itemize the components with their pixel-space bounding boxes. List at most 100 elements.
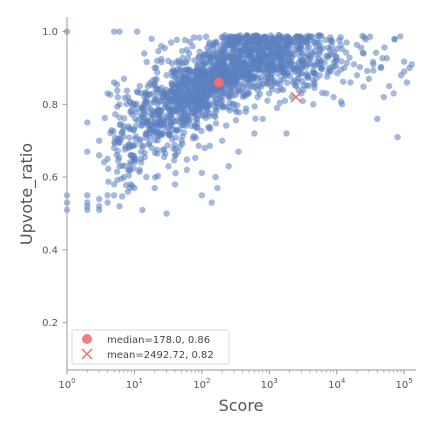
scatter-point-28 [120, 75, 128, 83]
scatter-point [118, 162, 126, 169]
scatter-point [176, 66, 184, 73]
scatter-point [152, 95, 160, 103]
scatter-point [311, 84, 318, 91]
scatter-point [183, 59, 190, 66]
scatter-point [255, 46, 262, 53]
scatter-point [196, 85, 204, 92]
scatter-point-41 [141, 50, 148, 57]
scatter-point-53 [163, 72, 170, 79]
scatter-point [105, 165, 112, 172]
scatter-point [131, 152, 138, 160]
scatter-point [113, 168, 121, 175]
scatter-point [101, 114, 108, 122]
scatter-point-54 [165, 163, 172, 170]
scatter-point [120, 126, 127, 133]
x-axis-title: Score [219, 396, 264, 415]
scatter-point [383, 54, 391, 62]
scatter-point [118, 193, 126, 200]
scatter-point [370, 67, 377, 74]
scatter-point [151, 80, 159, 88]
scatter-point [136, 168, 143, 176]
scatter-point-52 [163, 210, 170, 217]
scatter-point [185, 68, 193, 76]
scatter-point [236, 109, 243, 116]
scatter-point-118 [394, 133, 401, 141]
scatter-point [263, 38, 270, 46]
scatter-point [231, 68, 239, 75]
scatter-point [268, 35, 275, 43]
scatter-point [123, 100, 130, 108]
scatter-point [313, 58, 321, 65]
scatter-point [121, 94, 129, 102]
scatter-point [268, 85, 276, 93]
scatter-point-48 [151, 184, 158, 192]
scatter-point [179, 54, 187, 61]
x-tick-label: 102 [193, 377, 210, 391]
scatter-point [244, 61, 251, 69]
scatter-point [177, 86, 184, 93]
scatter-point [159, 116, 166, 124]
scatter-point [127, 181, 134, 188]
scatter-point [170, 157, 178, 164]
scatter-point-19 [110, 28, 118, 35]
y-tick-label: 0.6 [42, 173, 58, 184]
scatter-point [138, 142, 146, 150]
scatter-point-111 [365, 75, 373, 83]
scatter-point-107 [347, 79, 354, 86]
scatter-point [226, 67, 233, 74]
mean-marker [290, 91, 302, 103]
scatter-point-80 [235, 148, 242, 155]
scatter-point [143, 94, 150, 102]
scatter-point [292, 46, 300, 54]
scatter-point [301, 61, 308, 68]
scatter-point-75 [218, 137, 226, 144]
x-tick-label: 105 [396, 377, 413, 391]
scatter-point [264, 70, 272, 78]
scatter-point-11 [95, 152, 103, 159]
scatter-point-5 [84, 148, 91, 155]
scatter-point [346, 54, 353, 61]
legend-median-marker [82, 334, 92, 344]
scatter-point [206, 41, 213, 48]
scatter-point [234, 86, 242, 94]
legend-mean-marker [81, 348, 93, 360]
scatter-point [216, 58, 223, 66]
scatter-point [294, 78, 302, 85]
scatter-point [200, 52, 207, 60]
scatter-point [173, 126, 180, 134]
scatter-point-12 [95, 195, 103, 203]
scatter-point [132, 122, 140, 130]
scatter-point [206, 123, 213, 131]
scatter-point [249, 83, 257, 91]
scatter-point [168, 79, 175, 87]
scatter-point [319, 89, 326, 97]
scatter-point [253, 54, 261, 61]
scatter-point [126, 134, 133, 141]
scatter-point [212, 120, 220, 127]
scatter-point [153, 128, 161, 135]
scatter-point [183, 81, 191, 89]
scatter-point [167, 123, 174, 130]
scatter-point [357, 44, 365, 51]
scatter-point [281, 97, 289, 104]
scatter-point [146, 80, 153, 87]
scatter-point [223, 122, 230, 129]
scatter-point-72 [212, 173, 219, 181]
scatter-point [165, 57, 172, 65]
scatter-point-6 [84, 192, 91, 199]
scatter-point [207, 110, 214, 117]
scatter-point [212, 39, 220, 47]
scatter-point [201, 72, 209, 79]
y-tick-label: 0.2 [42, 318, 58, 329]
scatter-point [285, 51, 293, 59]
y-ticks: 0.2 0.4 0.6 0.8 1.0 [42, 27, 67, 329]
scatter-point [226, 99, 233, 106]
scatter-point [247, 69, 254, 77]
scatter-point [252, 115, 259, 122]
scatter-point [214, 49, 221, 57]
scatter-point-61 [183, 166, 191, 174]
x-tick-label: 104 [328, 377, 346, 391]
scatter-point [223, 77, 230, 84]
scatter-point [190, 34, 198, 41]
scatter-point [206, 57, 213, 64]
